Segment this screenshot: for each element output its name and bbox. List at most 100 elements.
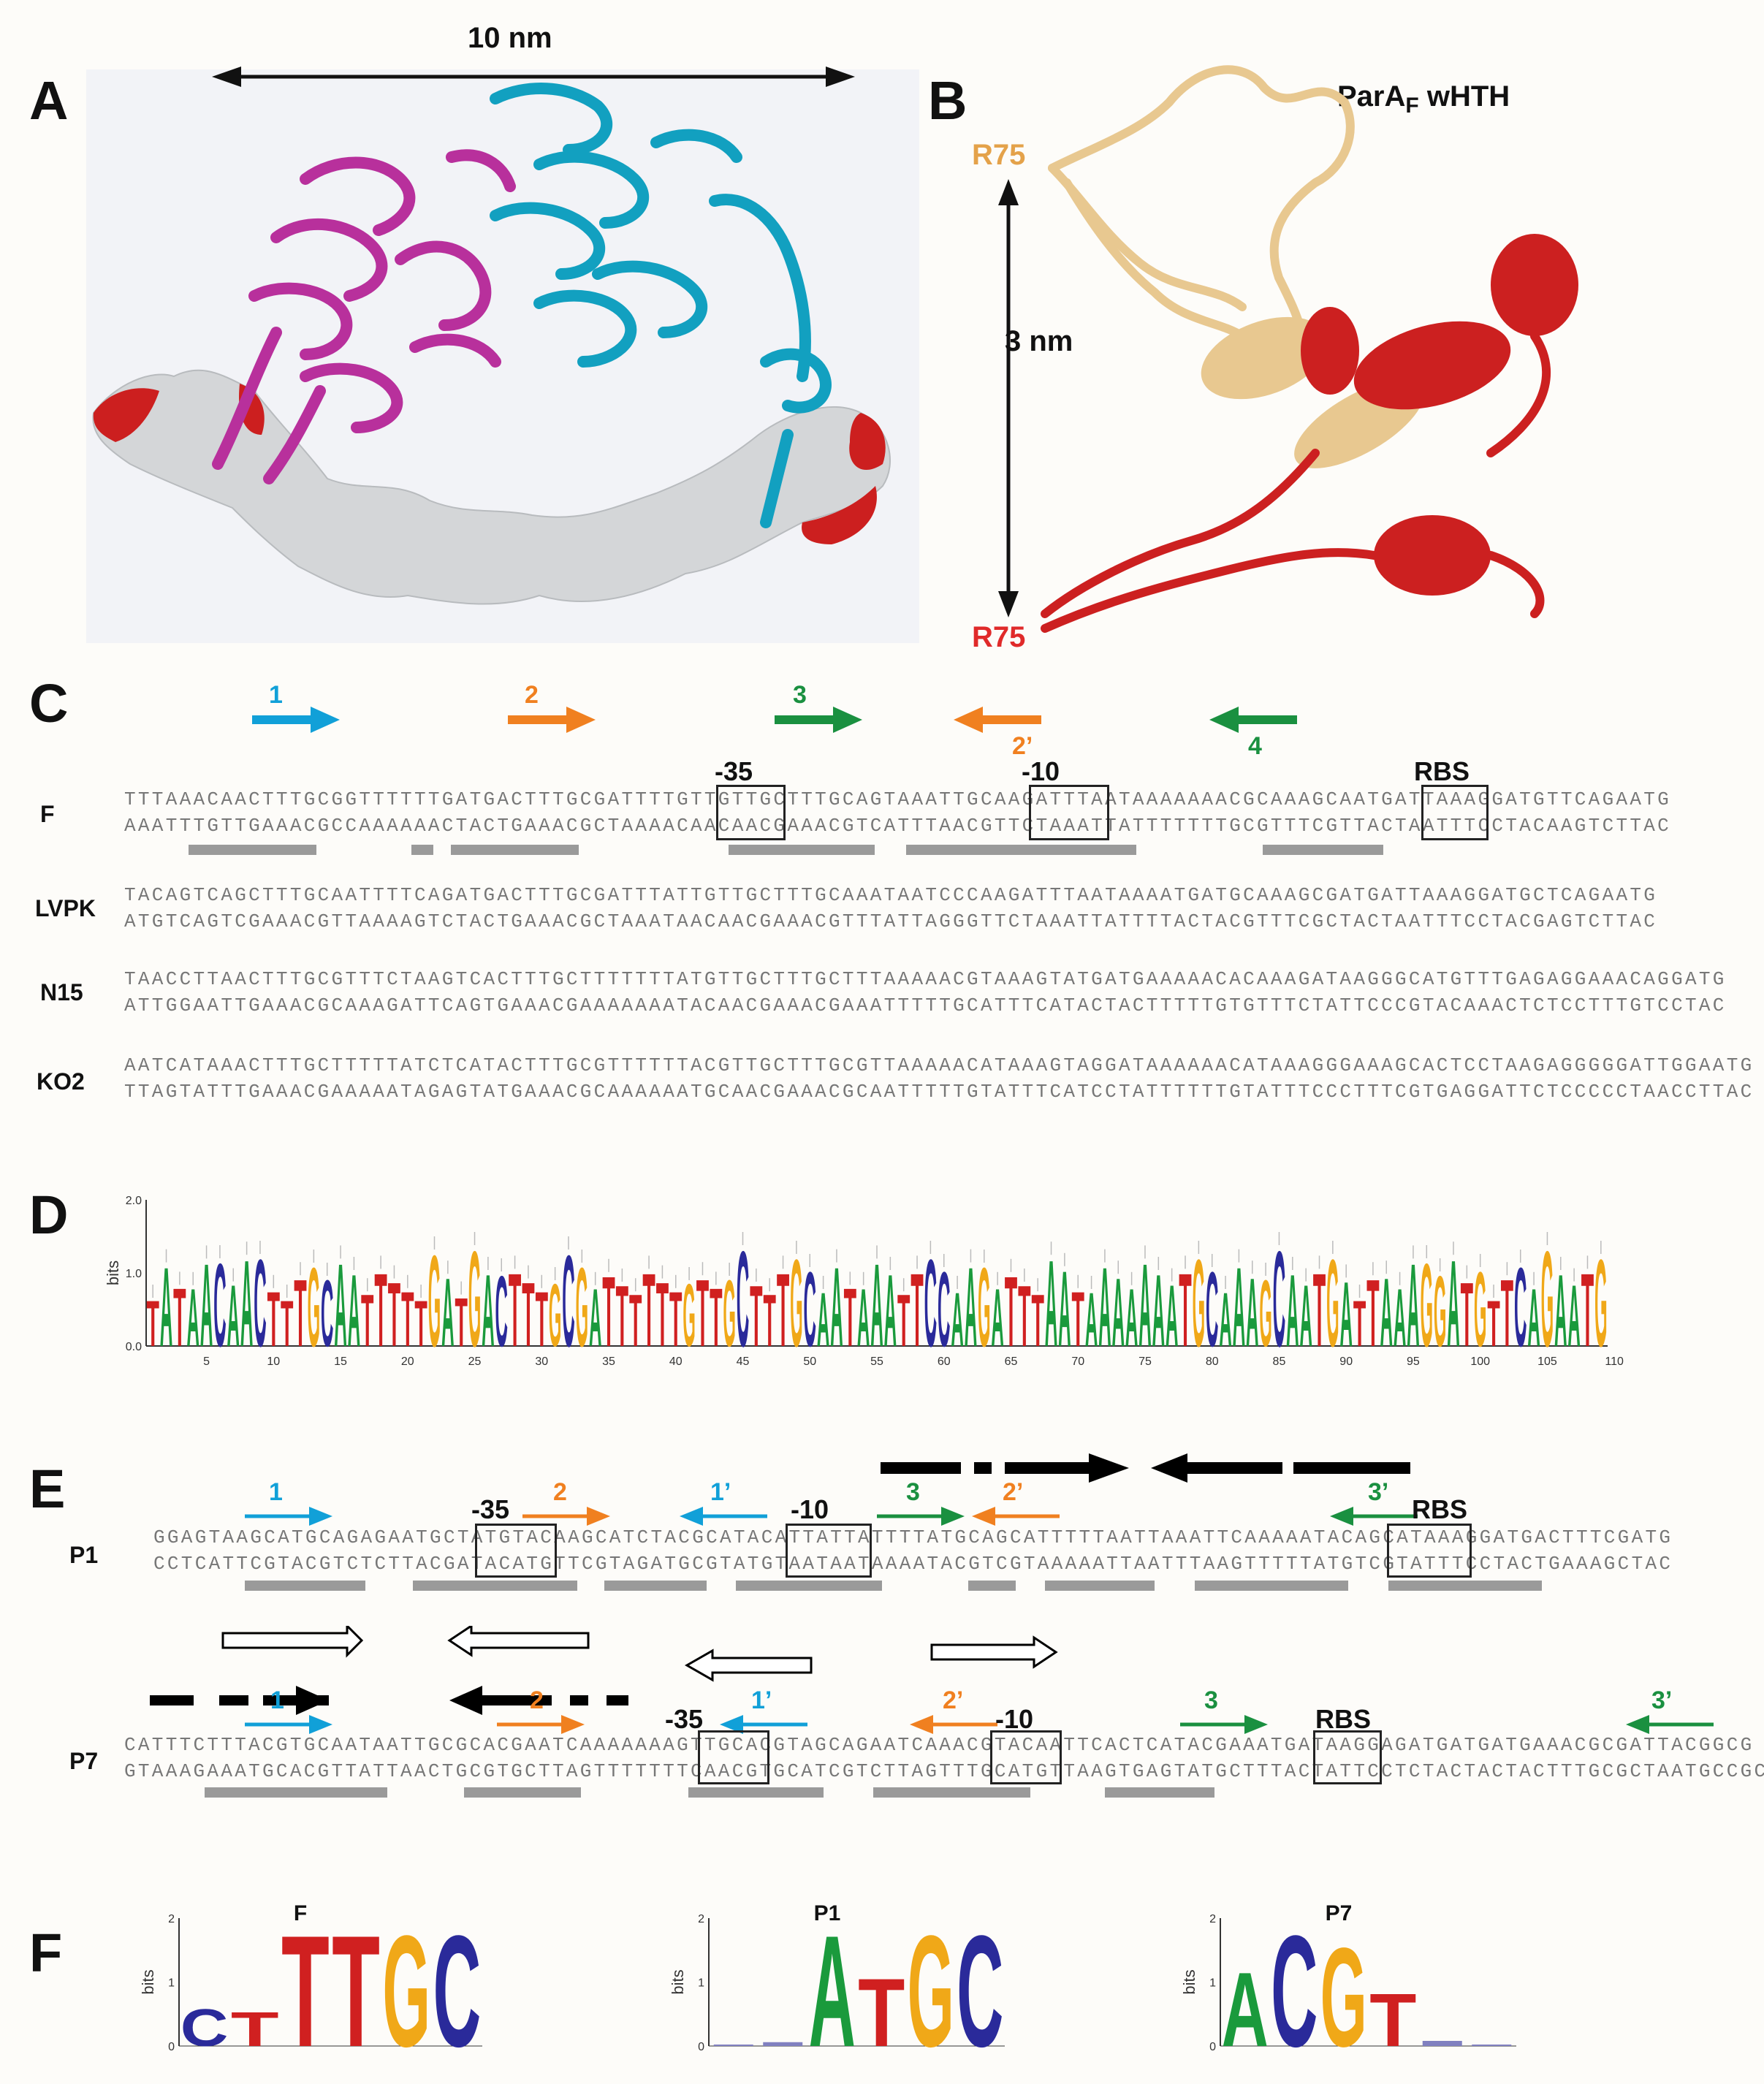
parA-title-sub: F (1405, 94, 1419, 118)
x-tick-label: 5 (203, 1355, 210, 1368)
logo-letter: T (509, 1252, 521, 1369)
label-p7-rbs: RBS (1315, 1704, 1372, 1734)
logo-letter: T (763, 1280, 775, 1362)
logo-letter: G (1474, 1250, 1486, 1369)
site-label-c1: 1 (269, 681, 283, 709)
logo-letter: A (1447, 1234, 1459, 1372)
grey-bar (205, 1787, 387, 1798)
logo-letter: C (1271, 1903, 1318, 2072)
seq-p7-top: CATTTCTTTACGTGCAATAATTGCGCACGAATCAAAAAAA… (124, 1732, 1755, 1758)
y-tick-label: 0.0 (126, 1341, 142, 1353)
logo-letter: G (308, 1244, 320, 1370)
scale-label-10nm: 10 nm (468, 22, 552, 54)
x-tick-label: 70 (1071, 1355, 1084, 1368)
grey-bar (968, 1581, 1016, 1591)
seq-ko2-top-text: AATCATAAACTTTGCTTTTTATCTCATACTTTGCGTTTTT… (124, 1054, 1755, 1076)
y-tick-label: 0 (168, 2041, 175, 2053)
grey-bar (729, 845, 875, 855)
logo-letter: T (1581, 1252, 1594, 1369)
site-arrow-p1-3p (1330, 1507, 1418, 1526)
logo-letter: T (1018, 1268, 1030, 1365)
logo-letter: T (656, 1264, 669, 1366)
site-arrow-c2 (508, 707, 596, 733)
whth-ribbon-render (1041, 65, 1578, 633)
logo-letter: T (1005, 1255, 1017, 1367)
dna-surface (92, 369, 891, 605)
site-label-p7-1: 1 (270, 1686, 284, 1714)
seq-n15-top-text: TAACCTTAACTTTGCGTTTCTAAGTCACTTTGCTTTTTTT… (124, 968, 1727, 990)
logo-letter: A (1567, 1268, 1580, 1365)
logo-letter: T (388, 1264, 400, 1366)
sequence-logo-p1: P1 bits 0 1 2 A T G C (669, 1901, 1005, 2072)
x-tick-label: 90 (1339, 1355, 1353, 1368)
grey-bar (464, 1787, 581, 1798)
logo-letter: T (1179, 1252, 1191, 1369)
logo-letter: G (908, 1903, 954, 2072)
logo-title: P1 (814, 1901, 841, 1925)
logo-letter: A (1380, 1258, 1393, 1367)
grey-bar (411, 845, 433, 855)
logo-letter: A (884, 1253, 897, 1368)
grey-bar (688, 1787, 824, 1798)
logo-letter: T (1313, 1252, 1326, 1369)
y-tick-label: 2.0 (126, 1195, 142, 1207)
seq-f-top: TTTAAACAACTTTGCGGTTTTTTGATGACTTTGCGATTTT… (124, 786, 1671, 813)
panel-label-e: E (29, 1459, 66, 1519)
promoter-name-p1: P1 (69, 1542, 99, 1568)
red-helices (1301, 234, 1578, 596)
label-c-rbs: RBS (1414, 756, 1470, 786)
box-p7-minus35 (698, 1730, 769, 1784)
cyan-subunit (490, 83, 832, 528)
panel-label-f: F (29, 1923, 63, 1983)
logo-letter: A (870, 1240, 883, 1372)
x-tick-label: 15 (334, 1355, 347, 1368)
x-tick-label: 45 (737, 1355, 750, 1368)
site-arrow-c4 (1209, 707, 1297, 733)
seq-p1-bottom-text: CCTCATTCGTACGTCTCTTACGATACATGTTCGTAGATGC… (153, 1553, 1673, 1575)
promoter-name-p7: P7 (69, 1748, 99, 1774)
logo-letter: G (978, 1244, 990, 1370)
box-p1-minus35 (475, 1524, 557, 1578)
logo-title: P7 (1326, 1901, 1353, 1925)
x-tick-label: 75 (1138, 1355, 1152, 1368)
y-tick-label: 0 (1209, 2041, 1216, 2053)
logo-letter: A (1085, 1277, 1098, 1363)
logo-letter: A (1219, 1277, 1231, 1363)
x-tick-label: 80 (1206, 1355, 1219, 1368)
logo-letter: A (1527, 1271, 1540, 1364)
site-label-p1-3: 3 (906, 1478, 920, 1506)
y-tick-label: 2 (168, 1913, 175, 1925)
seq-p7-bottom: GTAAAGAAATGCACGTTATTAACTGCGTGCTTAGTTTTTT… (124, 1758, 1764, 1784)
seq-p1-bottom: CCTCATTCGTACGTCTCTTACGATACATGTTCGTAGATGC… (153, 1551, 1673, 1577)
y-tick-label: 0 (698, 2041, 704, 2053)
logo-letter: G (1193, 1234, 1205, 1373)
box-p1-rbs (1387, 1524, 1472, 1578)
logo-letter: T (750, 1268, 762, 1365)
logo-letter: G (1541, 1223, 1554, 1374)
grey-bar (413, 1581, 577, 1591)
y-axis-label: bits (104, 1260, 122, 1285)
x-tick-label: 25 (468, 1355, 482, 1368)
logo-letter: A (951, 1277, 963, 1363)
grey-bar (451, 845, 579, 855)
logo-letter: A (1058, 1250, 1071, 1369)
logo-letter: A (1166, 1268, 1178, 1365)
logo-letter: A (187, 1271, 199, 1364)
grey-bar (1388, 1581, 1542, 1591)
x-tick-label: 50 (803, 1355, 816, 1368)
site-arrow-c2p (954, 707, 1041, 733)
logo-letter: A (817, 1277, 829, 1363)
logo-letter: C (804, 1250, 816, 1369)
logo-letter-stub (763, 2042, 803, 2046)
site-label-c4: 4 (1248, 732, 1262, 760)
seq-f-bottom: AAATTTGTTGAAACGCCAAAAAACTACTGAAACGCTAAAA… (124, 813, 1671, 839)
species-name-f: F (40, 801, 55, 827)
seq-lvpk-top: TACAGTCAGCTTTGCAATTTTCAGATGACTTTGCGATTTA… (124, 882, 1657, 908)
panel-label-a: A (29, 70, 69, 131)
seq-n15-bottom-text: ATTGGAATTGAAACGCAAAGATTCAGTGAAACGAAAAAAA… (124, 995, 1727, 1016)
y-tick-label: 2 (1209, 1913, 1216, 1925)
dna-red-patches (93, 384, 886, 544)
seq-p1-top: GGAGTAAGCATGCAGAGAATGCTATGTACAAGCATCTACG… (153, 1524, 1673, 1551)
logo-letter: G (1320, 1918, 1367, 2072)
site-arrow-p7-2 (497, 1715, 585, 1734)
